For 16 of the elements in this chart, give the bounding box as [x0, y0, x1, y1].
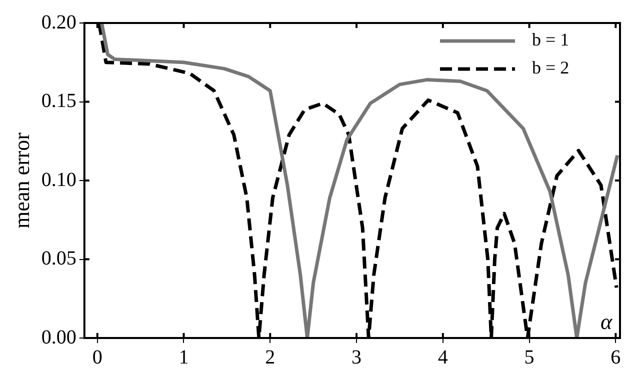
x-tick-label: 0 [92, 346, 102, 368]
y-tick-label: 0.20 [41, 11, 76, 34]
y-tick-label: 0.05 [41, 248, 76, 270]
y-tick-label: 0.00 [41, 326, 76, 348]
x-axis-title: α [600, 308, 612, 334]
x-tick-label: 6 [610, 346, 621, 368]
x-tick-label: 2 [265, 346, 276, 368]
x-tick-label: 4 [438, 346, 448, 368]
y-axis-title: mean error [8, 132, 34, 228]
x-tick-label: 3 [352, 346, 362, 368]
y-tick-label: 0.15 [41, 90, 76, 112]
legend-label: b = 2 [532, 58, 570, 78]
y-tick-label: 0.10 [41, 168, 76, 191]
legend-label: b = 1 [532, 30, 570, 50]
x-tick-label: 1 [178, 346, 189, 368]
x-tick-label: 5 [524, 346, 534, 368]
